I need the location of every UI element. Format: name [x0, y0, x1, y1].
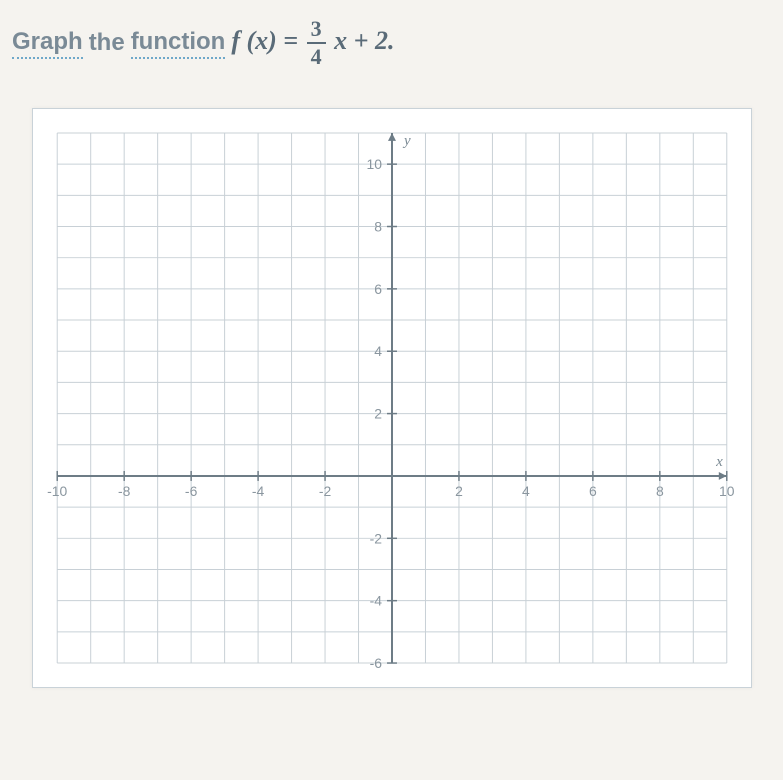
svg-text:4: 4	[374, 343, 382, 359]
svg-text:-2: -2	[318, 483, 331, 499]
svg-text:-8: -8	[117, 483, 130, 499]
svg-text:6: 6	[374, 281, 382, 297]
fraction-denominator: 4	[307, 44, 326, 68]
problem-prompt: Graph the function f (x) = 3 4 x + 2.	[12, 18, 771, 68]
coordinate-grid[interactable]: -10 -8 -6 -4 -2 2 4 6 8 10 10 8 6 4 2 -2 -4 -6 y x	[47, 123, 737, 673]
svg-text:x: x	[715, 454, 723, 470]
function-rhs: x + 2.	[334, 26, 394, 55]
svg-text:10: 10	[719, 483, 735, 499]
svg-text:6: 6	[588, 483, 596, 499]
prompt-word-function: function	[131, 28, 226, 59]
svg-text:2: 2	[455, 483, 463, 499]
function-expression: f (x) = 3 4 x + 2.	[231, 18, 394, 68]
page: Graph the function f (x) = 3 4 x + 2. -1…	[0, 0, 783, 780]
svg-text:4: 4	[522, 483, 530, 499]
function-lhs: f (x) =	[231, 26, 298, 55]
graph-container[interactable]: -10 -8 -6 -4 -2 2 4 6 8 10 10 8 6 4 2 -2 -4 -6 y x	[32, 108, 752, 688]
svg-text:-6: -6	[184, 483, 197, 499]
svg-text:8: 8	[374, 218, 382, 234]
svg-text:-2: -2	[369, 530, 382, 546]
prompt-word-graph: Graph	[12, 28, 83, 59]
svg-text:8: 8	[655, 483, 663, 499]
svg-text:10: 10	[366, 156, 382, 172]
fraction: 3 4	[307, 18, 326, 68]
svg-text:-4: -4	[369, 593, 382, 609]
svg-text:-10: -10	[47, 483, 67, 499]
svg-text:2: 2	[374, 406, 382, 422]
fraction-numerator: 3	[307, 18, 326, 44]
svg-text:y: y	[401, 133, 410, 149]
prompt-word-the: the	[89, 29, 125, 57]
svg-text:-6: -6	[369, 655, 382, 671]
svg-text:-4: -4	[251, 483, 264, 499]
